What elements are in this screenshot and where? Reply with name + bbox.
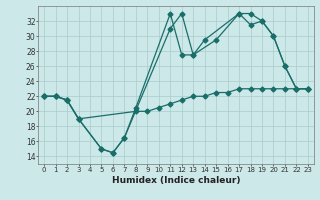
X-axis label: Humidex (Indice chaleur): Humidex (Indice chaleur)	[112, 176, 240, 185]
